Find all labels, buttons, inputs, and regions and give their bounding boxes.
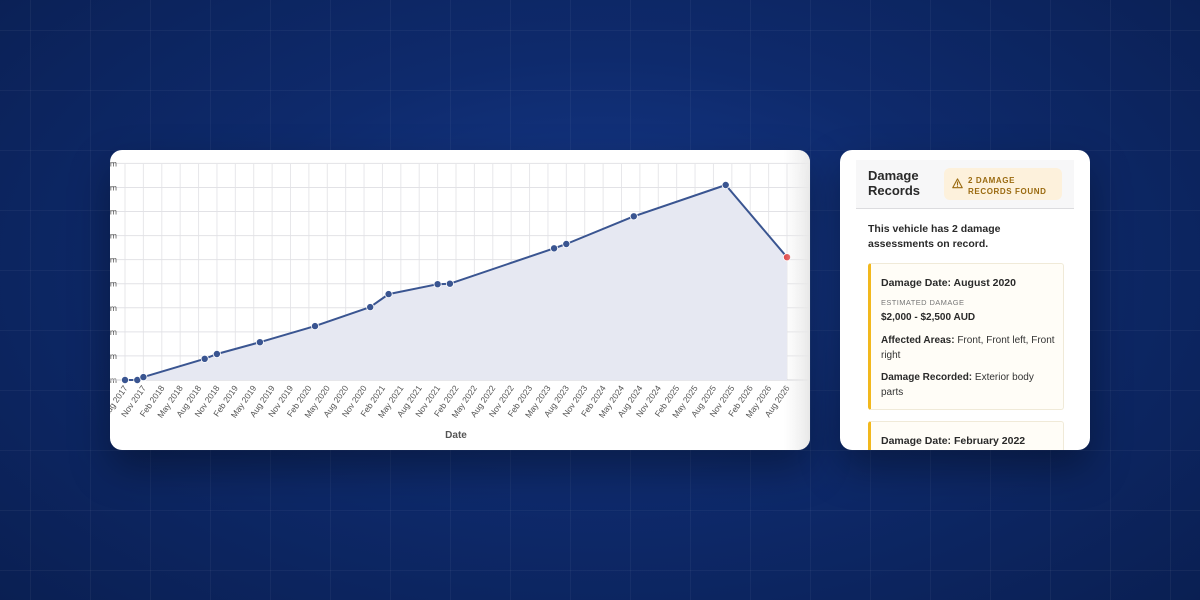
- damage-count-badge-text: 2 DAMAGE RECORDS FOUND: [968, 176, 1047, 196]
- affected-areas-label: Affected Areas:: [881, 335, 955, 346]
- data-point: [139, 373, 148, 382]
- y-tick-label: 9m: [110, 158, 117, 168]
- data-point: [200, 354, 209, 363]
- damage-recorded-label: Damage Recorded:: [881, 372, 973, 383]
- data-point: [212, 349, 221, 358]
- data-point: [629, 212, 638, 221]
- estimated-damage-value: $2,000 - $2,500 AUD: [881, 312, 976, 323]
- data-point: [310, 322, 319, 331]
- chart-edge-fade: [784, 150, 810, 450]
- y-tick-label: 7m: [110, 207, 117, 217]
- y-tick-label: 6m: [110, 231, 117, 241]
- damage-record-card[interactable]: Damage Date: February 2022: [868, 421, 1064, 450]
- damage-record-date: Damage Date: February 2022: [881, 435, 1026, 447]
- x-axis-title: Date: [445, 430, 467, 441]
- damage-summary-text: This vehicle has 2 damage assessments on…: [868, 223, 1001, 250]
- estimated-damage-label: ESTIMATED DAMAGE: [881, 298, 965, 307]
- damage-record-date: Damage Date: August 2020: [881, 277, 1016, 289]
- damage-panel-title: Damage Records: [868, 168, 921, 198]
- y-tick-label: 1m: [110, 351, 117, 361]
- data-point: [255, 338, 264, 347]
- data-point: [433, 280, 442, 289]
- y-tick-label: 3m: [110, 303, 117, 313]
- damage-recorded: Damage Recorded: Exterior body parts: [881, 370, 1056, 400]
- damage-count-badge: 2 DAMAGE RECORDS FOUND: [944, 168, 1062, 200]
- y-tick-label: 5m: [110, 255, 117, 265]
- data-point: [366, 303, 375, 312]
- y-tick-label: 2m: [110, 327, 117, 337]
- y-tick-label: 8m: [110, 182, 117, 192]
- series-line: [125, 184, 788, 381]
- damage-panel-header: Damage Records 2 DAMAGE RECORDS FOUND: [856, 160, 1074, 209]
- data-point: [562, 240, 571, 249]
- warning-triangle-icon: [952, 178, 963, 189]
- data-point: [120, 375, 129, 384]
- data-point: [445, 279, 454, 288]
- data-point: [721, 180, 730, 189]
- damage-record-card[interactable]: Damage Date: August 2020 ESTIMATED DAMAG…: [868, 263, 1064, 410]
- data-point: [384, 290, 393, 299]
- affected-areas: Affected Areas: Front, Front left, Front…: [881, 333, 1056, 363]
- damage-recorded-value: Exterior body parts: [881, 372, 1034, 398]
- y-tick-label: 4m: [110, 279, 117, 289]
- data-point: [550, 244, 559, 253]
- affected-areas-value: Front, Front left, Front right: [881, 335, 1055, 361]
- damage-records-panel[interactable]: Damage Records 2 DAMAGE RECORDS FOUND Th…: [840, 150, 1090, 450]
